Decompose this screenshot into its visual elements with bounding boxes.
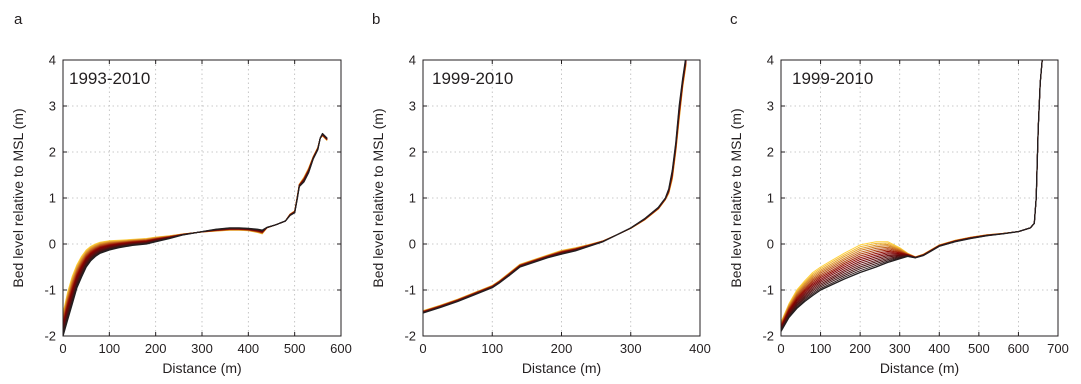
profile-line xyxy=(423,60,687,313)
profile-line xyxy=(63,135,328,318)
series-group xyxy=(423,60,687,314)
profile-line xyxy=(781,60,1043,332)
panel-letter: a xyxy=(14,11,23,28)
y-tick-label: 0 xyxy=(49,237,56,252)
x-tick-label: 0 xyxy=(777,341,784,356)
profile-line xyxy=(63,133,328,334)
x-tick-label: 700 xyxy=(1047,341,1069,356)
profile-line xyxy=(423,62,687,312)
year-range-annotation: 1999-2010 xyxy=(432,69,513,88)
x-tick-label: 100 xyxy=(481,341,503,356)
profile-line xyxy=(423,63,687,312)
panel-a: a 0 100 200 300 400 500 600 -2 -1 0 1 2 3 4 Distance (m… xyxy=(10,11,352,376)
profile-line xyxy=(63,133,328,330)
y-axis-label: Bed level relative to MSL (m) xyxy=(728,108,744,287)
x-tick-label: 300 xyxy=(889,341,911,356)
x-tick-label: 300 xyxy=(191,341,213,356)
profile-line xyxy=(423,60,687,314)
y-tick-label: -2 xyxy=(762,329,774,344)
y-tick-label: 4 xyxy=(409,53,416,68)
profile-line xyxy=(423,60,687,314)
y-tick-label: 4 xyxy=(767,53,774,68)
profile-line xyxy=(63,134,328,320)
x-axis-label: Distance (m) xyxy=(880,360,959,376)
x-tick-label: 500 xyxy=(968,341,990,356)
panel-c: c 0 100 200 300 400 500 600 700 -2 -1 0 1 2 3 4 Distance… xyxy=(728,11,1069,376)
x-tick-label: 600 xyxy=(1008,341,1030,356)
y-tick-label: 2 xyxy=(767,145,774,160)
y-tick-label: 2 xyxy=(49,145,56,160)
x-axis-label: Distance (m) xyxy=(522,360,601,376)
series-group xyxy=(781,60,1043,332)
profile-line xyxy=(63,135,328,314)
panel-letter: c xyxy=(730,11,738,28)
profile-line xyxy=(423,64,687,312)
year-range-annotation: 1999-2010 xyxy=(792,69,873,88)
profile-line xyxy=(63,135,328,315)
y-tick-label: -1 xyxy=(44,283,56,298)
x-tick-label: 100 xyxy=(98,341,120,356)
year-range-annotation: 1993-2010 xyxy=(69,69,150,88)
y-tick-label: -2 xyxy=(44,329,56,344)
y-tick-label: 4 xyxy=(49,53,56,68)
x-tick-label: 200 xyxy=(849,341,871,356)
profile-line xyxy=(781,60,1043,329)
profile-line xyxy=(781,60,1043,327)
y-tick-label: -2 xyxy=(404,329,416,344)
y-tick-label: 3 xyxy=(49,99,56,114)
y-tick-label: 0 xyxy=(767,237,774,252)
panel-letter: b xyxy=(372,11,380,28)
profile-line xyxy=(63,134,328,319)
y-tick-label: 1 xyxy=(767,191,774,206)
profile-line xyxy=(423,60,687,313)
x-tick-label: 200 xyxy=(145,341,167,356)
y-tick-label: 1 xyxy=(409,191,416,206)
x-tick-label: 200 xyxy=(551,341,573,356)
series-group xyxy=(63,132,328,336)
profile-line xyxy=(63,134,328,324)
y-axis-label: Bed level relative to MSL (m) xyxy=(10,108,26,287)
profile-line xyxy=(423,62,687,312)
x-tick-label: 400 xyxy=(689,341,711,356)
x-tick-label: 400 xyxy=(237,341,259,356)
profile-line xyxy=(63,135,328,316)
profile-line xyxy=(423,61,687,312)
y-tick-label: -1 xyxy=(762,283,774,298)
profile-line xyxy=(781,60,1043,325)
x-tick-label: 400 xyxy=(928,341,950,356)
x-tick-label: 0 xyxy=(59,341,66,356)
x-tick-label: 500 xyxy=(284,341,306,356)
x-tick-label: 600 xyxy=(330,341,352,356)
profile-line xyxy=(423,60,687,313)
profile-line xyxy=(63,133,328,335)
profile-line xyxy=(423,60,687,313)
profile-line xyxy=(63,134,328,327)
y-axis-label: Bed level relative to MSL (m) xyxy=(370,108,386,287)
y-tick-label: 2 xyxy=(409,145,416,160)
y-tick-label: 3 xyxy=(767,99,774,114)
profile-line xyxy=(63,134,328,326)
panel-b: b 0 100 200 300 400 -2 -1 0 1 2 3 4 Distance (m) Bed l… xyxy=(370,11,711,376)
y-tick-label: 1 xyxy=(49,191,56,206)
x-tick-label: 300 xyxy=(620,341,642,356)
profile-line xyxy=(63,134,328,323)
x-tick-label: 100 xyxy=(810,341,832,356)
profile-line xyxy=(423,60,687,314)
y-tick-label: 3 xyxy=(409,99,416,114)
y-tick-label: -1 xyxy=(404,283,416,298)
x-tick-label: 0 xyxy=(419,341,426,356)
profile-line xyxy=(63,132,328,336)
x-axis-label: Distance (m) xyxy=(162,360,241,376)
y-tick-label: 0 xyxy=(409,237,416,252)
profile-line xyxy=(63,134,328,322)
profile-line xyxy=(63,133,328,329)
